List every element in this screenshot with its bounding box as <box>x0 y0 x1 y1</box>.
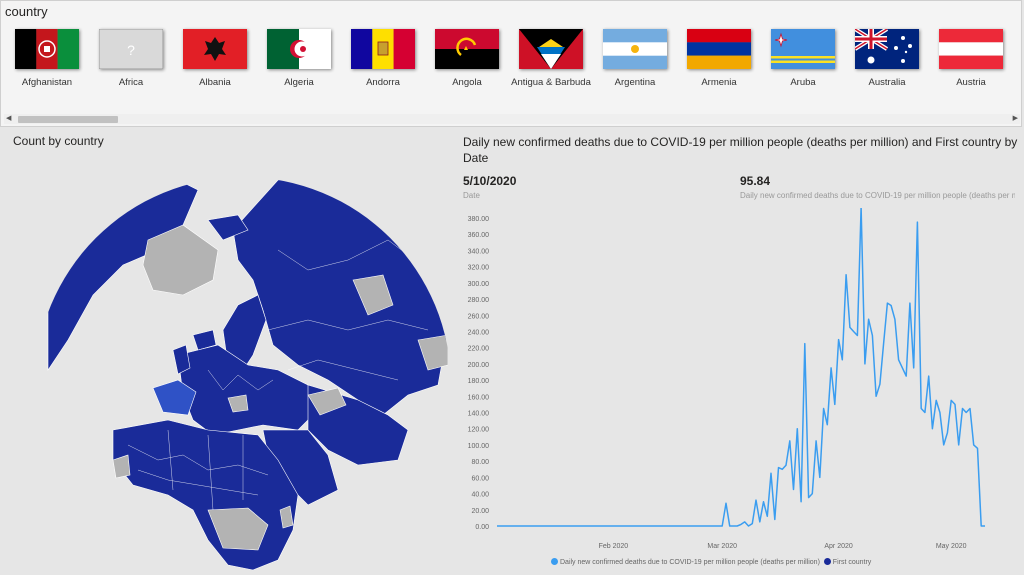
angola-flag-icon <box>435 29 499 69</box>
country-slicer: country Afghanistan ? Africa Albania <box>0 0 1022 127</box>
y-tick-label: 20.00 <box>471 508 489 515</box>
date-card-value: 5/10/2020 <box>463 174 517 188</box>
flag-label: Antigua & Barbuda <box>511 77 591 88</box>
x-tick-label: Mar 2020 <box>707 543 737 550</box>
legend-dot-series1 <box>551 558 558 565</box>
map-region-svalbard <box>207 214 249 241</box>
horizontal-scrollbar[interactable]: ◀ ▶ <box>4 114 1020 124</box>
y-tick-label: 180.00 <box>468 378 490 385</box>
map-region-madagascar-no-data <box>279 505 294 529</box>
y-tick-label: 200.00 <box>468 362 490 369</box>
flag-label: Algeria <box>284 77 314 88</box>
flag-tile-andorra[interactable]: Andorra <box>341 29 425 89</box>
value-card-value: 95.84 <box>740 174 771 188</box>
map-region-greenland <box>142 224 219 296</box>
chart-title: Daily new confirmed deaths due to COVID-… <box>463 135 1018 165</box>
austria-flag-icon <box>939 29 1003 69</box>
flag-label: Andorra <box>366 77 400 88</box>
map-visual: Count by country <box>8 130 448 575</box>
y-tick-label: 320.00 <box>468 265 490 272</box>
y-tick-label: 280.00 <box>468 297 490 304</box>
flag-tile-armenia[interactable]: Armenia <box>677 29 761 89</box>
map-region-turkmenistan-no-data <box>307 387 347 416</box>
y-tick-label: 340.00 <box>468 248 490 255</box>
y-tick-label: 80.00 <box>471 459 489 466</box>
flag-tile-antigua-barbuda[interactable]: Antigua & Barbuda <box>509 29 593 89</box>
flag-label: Afghanistan <box>21 77 73 88</box>
placeholder-glyph: ? <box>127 42 135 58</box>
y-tick-label: 40.00 <box>471 492 489 499</box>
y-tick-label: 240.00 <box>468 329 490 336</box>
andorra-flag-icon <box>351 29 415 69</box>
armenia-flag-icon <box>687 29 751 69</box>
afghanistan-flag-icon <box>15 29 79 69</box>
y-tick-label: 140.00 <box>468 411 490 418</box>
scroll-right-arrow-icon[interactable]: ▶ <box>1012 115 1018 122</box>
map-region-west-sahara-no-data <box>112 454 131 479</box>
australia-flag-icon <box>855 29 919 69</box>
map-region-uk <box>172 344 191 375</box>
y-tick-label: 300.00 <box>468 281 490 288</box>
aruba-flag-icon <box>771 29 835 69</box>
flag-label: Aruba <box>790 77 816 88</box>
slicer-title: country <box>5 4 48 19</box>
map-region-southern-africa-no-data <box>207 507 269 551</box>
algeria-flag-icon <box>267 29 331 69</box>
flag-tile-austria[interactable]: Austria <box>929 29 1013 89</box>
map-region-no-data-balkans <box>227 394 249 413</box>
series-line[interactable] <box>497 208 985 527</box>
value-card: 95.84 Daily new confirmed deaths due to … <box>740 174 1015 200</box>
y-tick-label: 360.00 <box>468 232 490 239</box>
legend-dot-series2 <box>823 558 831 565</box>
scroll-left-arrow-icon[interactable]: ◀ <box>6 115 12 122</box>
y-tick-label: 0.00 <box>475 524 489 531</box>
flag-label: Africa <box>118 77 144 88</box>
country-borders <box>127 239 429 511</box>
date-card: 5/10/2020 Date <box>463 174 516 200</box>
y-tick-label: 100.00 <box>468 443 490 450</box>
map-region-kazakhstan-no-data <box>352 274 394 316</box>
map-region-france-highlight <box>152 379 197 416</box>
x-tick-label: Feb 2020 <box>599 543 629 550</box>
line-chart[interactable]: 0.00 20.00 40.00 60.00 80.00 100.00 120.00 140.… <box>455 208 1024 558</box>
x-tick-label: May 2020 <box>936 543 967 550</box>
flag-label: Angola <box>452 77 482 88</box>
flag-label: Armenia <box>701 77 737 88</box>
map-region-greenland-east <box>417 334 448 371</box>
albania-flag-icon <box>183 29 247 69</box>
flag-tile-africa[interactable]: ? Africa <box>89 29 173 89</box>
map-region-iceland <box>192 329 217 351</box>
y-tick-label: 120.00 <box>468 427 490 434</box>
flag-tile-afghanistan[interactable]: Afghanistan <box>5 29 89 89</box>
y-tick-label: 380.00 <box>468 216 490 223</box>
date-card-label: Date <box>463 191 480 200</box>
value-card-label: Daily new confirmed deaths due to COVID-… <box>740 191 1015 200</box>
globe-map[interactable] <box>8 130 448 575</box>
flag-label: Austria <box>956 77 986 88</box>
y-tick-label: 160.00 <box>468 394 490 401</box>
chart-legend: Daily new confirmed deaths due to COVID-… <box>551 558 871 566</box>
legend-label-series2: First country <box>832 559 872 566</box>
y-tick-label: 60.00 <box>471 475 489 482</box>
flag-tile-angola[interactable]: Angola <box>425 29 509 89</box>
legend-label-series1: Daily new confirmed deaths due to COVID-… <box>560 559 820 566</box>
flag-tile-australia[interactable]: Australia <box>845 29 929 89</box>
x-tick-label: Apr 2020 <box>824 543 853 550</box>
flag-list: Afghanistan ? Africa Albania Algeria <box>1 29 1021 111</box>
flag-label: Albania <box>199 77 231 88</box>
flag-label: Argentina <box>614 77 656 88</box>
line-chart-visual: Daily new confirmed deaths due to COVID-… <box>455 130 1024 575</box>
argentina-flag-icon <box>603 29 667 69</box>
antigua-barbuda-flag-icon <box>519 29 583 69</box>
y-tick-label: 260.00 <box>468 313 490 320</box>
flag-tile-aruba[interactable]: Aruba <box>761 29 845 89</box>
scroll-thumb[interactable] <box>18 116 118 123</box>
map-title: Count by country <box>13 134 104 148</box>
y-tick-label: 220.00 <box>468 346 490 353</box>
flag-tile-algeria[interactable]: Algeria <box>257 29 341 89</box>
placeholder-flag-icon: ? <box>99 29 163 69</box>
flag-tile-albania[interactable]: Albania <box>173 29 257 89</box>
flag-tile-argentina[interactable]: Argentina <box>593 29 677 89</box>
flag-label: Australia <box>868 77 906 88</box>
